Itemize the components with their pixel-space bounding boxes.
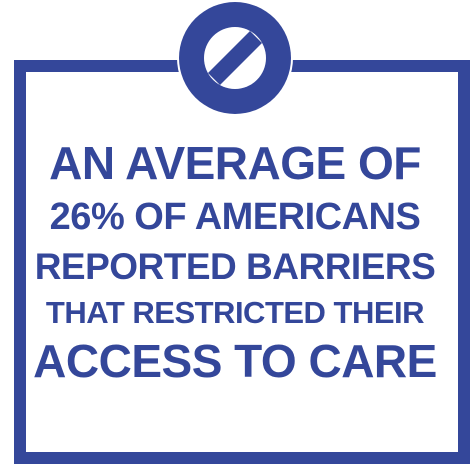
message-line-3: REPORTED BARRIERS [34, 246, 436, 287]
icon-container [177, 0, 293, 116]
message-line-4: THAT RESTRICTED THEIR [45, 295, 425, 330]
message-line-2: 26% OF AMERICANS [49, 196, 421, 238]
message-line-1: AN AVERAGE OF [49, 137, 421, 189]
prohibition-icon [179, 2, 291, 114]
infographic-frame [14, 60, 470, 464]
statistic-message: AN AVERAGE OF 26% OF AMERICANS REPORTED … [26, 140, 444, 384]
message-line-5: ACCESS TO CARE [33, 335, 437, 387]
